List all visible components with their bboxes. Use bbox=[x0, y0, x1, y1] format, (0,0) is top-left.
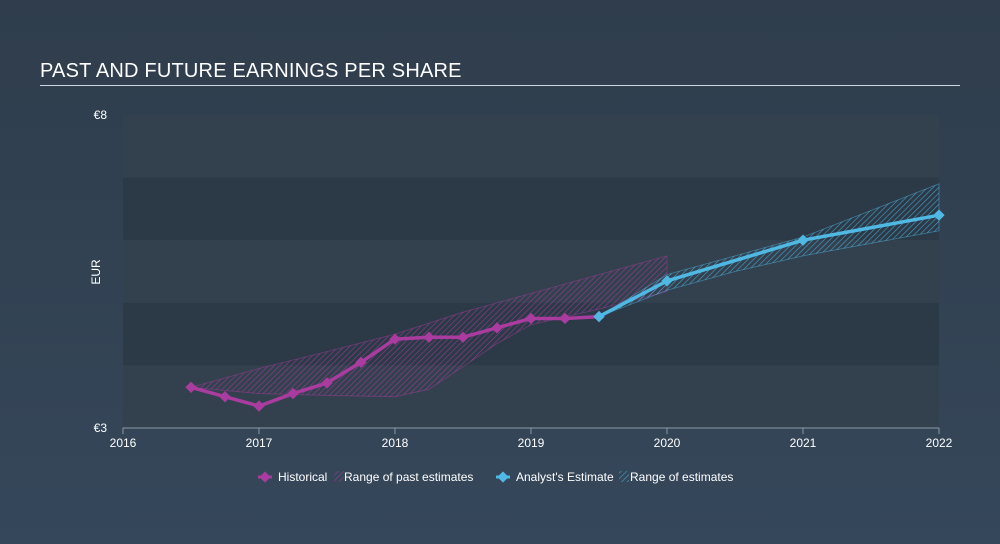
historical-point[interactable] bbox=[185, 381, 197, 393]
axes: 2016 2017 2018 2019 2020 2021 2022 €8 €3 bbox=[94, 108, 953, 450]
series-lines bbox=[185, 209, 945, 412]
historical-point[interactable] bbox=[287, 387, 299, 400]
legend-past-range-label: Range of past estimates bbox=[344, 470, 473, 484]
historical-point[interactable] bbox=[321, 377, 333, 389]
title-divider bbox=[40, 85, 960, 86]
y-axis-label: EUR bbox=[89, 259, 103, 285]
legend-historical-label: Historical bbox=[278, 470, 327, 484]
legend-historical[interactable]: Historical bbox=[258, 470, 327, 484]
chart-title: PAST AND FUTURE EARNINGS PER SHARE bbox=[40, 60, 462, 82]
x-tick-label: 2020 bbox=[654, 436, 681, 450]
legend-analyst[interactable]: Analyst's Estimate bbox=[496, 470, 614, 484]
plot-band bbox=[123, 177, 939, 241]
y-tick-label: €8 bbox=[94, 108, 108, 122]
x-tick-label: 2018 bbox=[382, 436, 409, 450]
x-tick-label: 2017 bbox=[246, 436, 273, 450]
historical-point[interactable] bbox=[423, 331, 435, 343]
historical-point[interactable] bbox=[355, 356, 367, 368]
legend-analyst-label: Analyst's Estimate bbox=[516, 470, 614, 484]
x-tick-label: 2016 bbox=[110, 436, 137, 450]
legend-future-range[interactable]: Range of estimates bbox=[619, 470, 733, 484]
analyst-estimate-point[interactable] bbox=[661, 275, 673, 287]
legend-future-range-label: Range of estimates bbox=[630, 470, 733, 484]
analyst-estimate-line bbox=[597, 213, 941, 319]
historical-point[interactable] bbox=[559, 312, 571, 325]
historical-point[interactable] bbox=[253, 400, 265, 412]
legend-past-range[interactable]: Range of past estimates bbox=[334, 470, 473, 484]
x-tick-label: 2019 bbox=[518, 436, 545, 450]
analyst-estimate-point[interactable] bbox=[797, 234, 809, 246]
historical-point[interactable] bbox=[219, 391, 231, 403]
x-tick-label: 2022 bbox=[926, 436, 953, 450]
x-tick-label: 2021 bbox=[790, 436, 817, 450]
plot-band bbox=[123, 115, 939, 178]
analyst-estimate-point[interactable] bbox=[593, 310, 605, 323]
analyst-estimate-point[interactable] bbox=[933, 209, 945, 221]
historical-point[interactable] bbox=[525, 312, 537, 325]
y-tick-label: €3 bbox=[94, 421, 108, 435]
historical-point[interactable] bbox=[457, 331, 469, 343]
historical-point[interactable] bbox=[389, 333, 401, 345]
legend: Historical Range of past estimates Analy… bbox=[258, 470, 733, 484]
historical-point[interactable] bbox=[491, 322, 503, 334]
